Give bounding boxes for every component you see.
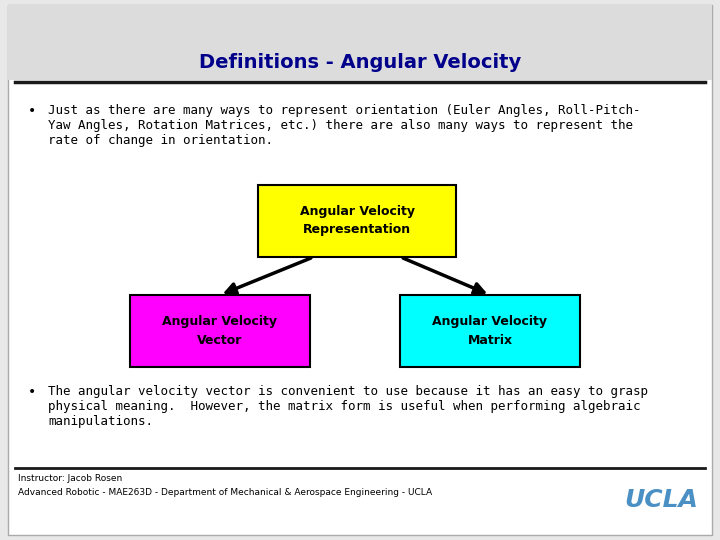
Text: •: •: [28, 385, 36, 399]
Text: The angular velocity vector is convenient to use because it has an easy to grasp: The angular velocity vector is convenien…: [48, 385, 648, 398]
FancyBboxPatch shape: [130, 295, 310, 367]
FancyBboxPatch shape: [400, 295, 580, 367]
Text: Angular Velocity
Matrix: Angular Velocity Matrix: [433, 315, 547, 347]
FancyBboxPatch shape: [258, 185, 456, 257]
Text: Advanced Robotic - MAE263D - Department of Mechanical & Aerospace Engineering - : Advanced Robotic - MAE263D - Department …: [18, 488, 432, 497]
FancyBboxPatch shape: [8, 5, 712, 535]
Text: •: •: [28, 104, 36, 118]
Text: rate of change in orientation.: rate of change in orientation.: [48, 134, 273, 147]
Text: Yaw Angles, Rotation Matrices, etc.) there are also many ways to represent the: Yaw Angles, Rotation Matrices, etc.) the…: [48, 119, 633, 132]
Text: UCLA: UCLA: [624, 488, 698, 512]
Text: Definitions - Angular Velocity: Definitions - Angular Velocity: [199, 52, 521, 71]
FancyBboxPatch shape: [8, 5, 712, 80]
Text: Angular Velocity
Representation: Angular Velocity Representation: [300, 206, 415, 237]
Text: manipulations.: manipulations.: [48, 415, 153, 428]
Text: physical meaning.  However, the matrix form is useful when performing algebraic: physical meaning. However, the matrix fo…: [48, 400, 641, 413]
Text: Just as there are many ways to represent orientation (Euler Angles, Roll-Pitch-: Just as there are many ways to represent…: [48, 104, 641, 117]
Text: Instructor: Jacob Rosen: Instructor: Jacob Rosen: [18, 474, 122, 483]
Text: Angular Velocity
Vector: Angular Velocity Vector: [163, 315, 277, 347]
